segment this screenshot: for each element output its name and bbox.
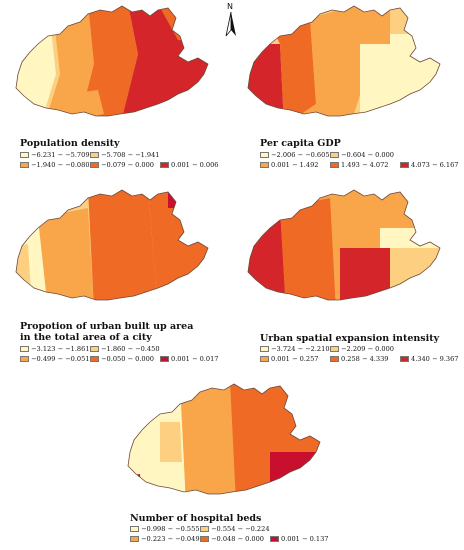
map-legend: −0.998 − −0.555 −0.554 − −0.224 −0.223 −…: [130, 525, 344, 549]
legend-item: −0.604 − 0.000: [330, 151, 394, 159]
legend-item: −0.998 − −0.555: [130, 525, 200, 533]
legend-item: −0.223 − −0.049: [130, 535, 200, 543]
legend-swatch: [200, 526, 209, 532]
legend-item: −0.499 − −0.051: [20, 355, 90, 363]
legend-item: −1.860 − −0.450: [90, 345, 160, 353]
legend-swatch: [90, 356, 99, 362]
legend-swatch: [90, 152, 99, 158]
legend-swatch: [90, 346, 99, 352]
legend-swatch: [330, 162, 339, 168]
legend-item: −3.724 − −2.210: [260, 345, 330, 353]
legend-item: 4.073 − 6.167: [400, 161, 458, 169]
legend-swatch: [330, 356, 339, 362]
legend-swatch: [130, 536, 139, 542]
map-legend: −2.006 − −0.605 −0.604 − 0.000 0.001 − 1…: [260, 151, 460, 179]
legend-item: −5.708 − −1.941: [90, 151, 160, 159]
map-panel-population-density: Population density −6.231 − −5.709 −5.70…: [0, 0, 230, 180]
legend-item: 0.001 − 0.017: [160, 355, 218, 363]
legend-item: 0.258 − 4.339: [330, 355, 388, 363]
map-panel-urban-expansion: Urban spatial expansion intensity −3.724…: [232, 184, 464, 374]
legend-item: 0.001 − 0.257: [260, 355, 318, 363]
legend-swatch: [260, 356, 269, 362]
map-legend: −3.123 − −1.861 −1.860 − −0.450 −0.499 −…: [20, 345, 230, 373]
map-hospital-beds: [127, 383, 321, 495]
map-title-line2: in the total area of a city: [20, 332, 152, 343]
legend-swatch: [260, 152, 269, 158]
legend-swatch: [200, 536, 209, 542]
legend-swatch: [260, 346, 269, 352]
legend-item: −3.123 − −1.861: [20, 345, 90, 353]
map-title: Propotion of urban built up area: [20, 321, 194, 332]
legend-swatch: [90, 162, 99, 168]
legend-swatch: [330, 152, 339, 158]
legend-swatch: [20, 356, 29, 362]
north-arrow-icon: [225, 11, 236, 37]
map-panel-urban-built-up: Propotion of urban built up area in the …: [0, 184, 230, 374]
map-title: Number of hospital beds: [130, 513, 262, 524]
legend-swatch: [160, 356, 169, 362]
legend-swatch: [330, 346, 339, 352]
legend-item: 0.001 − 0.006: [160, 161, 218, 169]
legend-item: −1.940 − −0.080: [20, 161, 90, 169]
legend-item: −6.231 − −5.709: [20, 151, 90, 159]
legend-item: 0.001 − 1.492: [260, 161, 318, 169]
legend-item: −0.050 − 0.000: [90, 355, 154, 363]
legend-item: −0.048 − 0.000: [200, 535, 264, 543]
legend-swatch: [20, 346, 29, 352]
map-title: Per capita GDP: [260, 138, 341, 149]
legend-swatch: [20, 162, 29, 168]
legend-item: −0.079 − 0.000: [90, 161, 154, 169]
legend-swatch: [20, 152, 29, 158]
map-legend: −6.231 − −5.709 −5.708 − −1.941 −1.940 −…: [20, 151, 230, 179]
legend-swatch: [260, 162, 269, 168]
legend-item: 1.493 − 4.072: [330, 161, 388, 169]
map-title: Urban spatial expansion intensity: [260, 333, 440, 344]
legend-swatch: [130, 526, 139, 532]
map-legend: −3.724 − −2.210 −2.209 − 0.000 0.001 − 0…: [260, 345, 460, 373]
legend-item: 4.340 − 9.367: [400, 355, 458, 363]
map-urban-expansion: [247, 189, 441, 301]
map-panel-hospital-beds: Number of hospital beds −0.998 − −0.555 …: [116, 378, 348, 550]
map-title: Population density: [20, 138, 120, 149]
legend-item: −2.006 − −0.605: [260, 151, 330, 159]
legend-swatch: [270, 536, 279, 542]
legend-item: 0.001 − 0.137: [270, 535, 328, 543]
legend-item: −2.209 − 0.000: [330, 345, 394, 353]
map-population-density: [15, 5, 209, 117]
north-label: N: [227, 2, 233, 11]
map-panel-per-capita-gdp: Per capita GDP −2.006 − −0.605 −0.604 − …: [232, 0, 464, 180]
legend-swatch: [400, 162, 409, 168]
legend-item: −0.554 − −0.224: [200, 525, 270, 533]
legend-swatch: [160, 162, 169, 168]
map-per-capita-gdp: [247, 5, 441, 117]
map-urban-built-up: [15, 189, 209, 301]
legend-swatch: [400, 356, 409, 362]
